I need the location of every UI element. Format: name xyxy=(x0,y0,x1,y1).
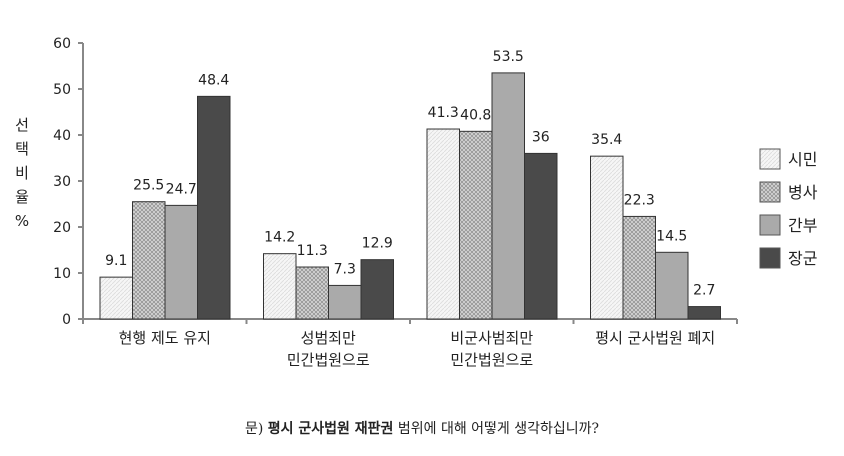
value-label: 40.8 xyxy=(460,107,491,123)
y-tick-label: 60 xyxy=(53,36,71,52)
bar-병사-1 xyxy=(295,266,329,320)
bars xyxy=(99,72,721,320)
value-labels: 9.1 14.2 41.3 35.4 25.5 11.3 40.8 22.3 24.7 7.3 53… xyxy=(105,49,715,299)
y-tick-label: 10 xyxy=(53,266,71,282)
bar-병사-0 xyxy=(132,201,166,320)
legend-label: 시민 xyxy=(788,150,817,169)
bar-시민-1 xyxy=(263,253,297,320)
value-label: 35.4 xyxy=(591,132,622,148)
bar-장군-0 xyxy=(197,95,231,320)
value-label: 25.5 xyxy=(133,178,164,194)
value-label: 12.9 xyxy=(362,236,393,252)
value-label: 41.3 xyxy=(428,105,459,121)
legend-swatch-병사 xyxy=(759,181,781,203)
value-label: 22.3 xyxy=(624,192,655,208)
y-axis-label-char: 택 xyxy=(15,140,29,158)
y-axis-label-char: 율 xyxy=(15,188,29,206)
bar-간부-1 xyxy=(328,284,362,320)
bar-장군-3 xyxy=(687,306,721,320)
caption: 문) 평시 군사법원 재판권 범위에 대해 어떻게 생각하십니까? xyxy=(0,418,844,438)
legend-swatch-간부 xyxy=(759,214,781,236)
bar-시민-0 xyxy=(99,276,133,320)
y-axis-label-char: 선 xyxy=(15,116,29,134)
y-tick-label: 30 xyxy=(53,174,71,190)
value-label: 14.5 xyxy=(656,228,687,244)
y-axis-label-char: % xyxy=(15,212,29,230)
value-label: 11.3 xyxy=(297,243,328,259)
value-label: 2.7 xyxy=(693,283,715,299)
x-category-label: 민간법원으로 xyxy=(450,351,533,369)
bar-장군-1 xyxy=(360,259,394,320)
bar-장군-2 xyxy=(524,152,558,320)
value-label: 24.7 xyxy=(166,181,197,197)
x-category-label: 현행 제도 유지 xyxy=(119,329,211,347)
caption-bold: 평시 군사법원 재판권 xyxy=(267,421,394,437)
value-label: 48.4 xyxy=(198,72,229,88)
x-category-label: 평시 군사법원 폐지 xyxy=(595,329,715,347)
bar-간부-2 xyxy=(491,72,525,320)
x-category-label: 민간법원으로 xyxy=(287,351,370,369)
bar-병사-3 xyxy=(622,215,656,320)
bar-병사-2 xyxy=(459,130,493,320)
legend-label: 간부 xyxy=(788,216,817,235)
legend-label: 장군 xyxy=(788,249,817,268)
x-category-label: 비군사범죄만 xyxy=(450,329,533,347)
legend-swatch-시민 xyxy=(759,148,781,170)
y-tick-label: 50 xyxy=(53,82,71,98)
legend-label: 병사 xyxy=(788,183,818,202)
y-tick-label: 0 xyxy=(62,312,71,328)
value-label: 36 xyxy=(532,129,550,145)
y-axis-label-char: 비 xyxy=(15,164,29,182)
legend-swatch-장군 xyxy=(759,247,781,269)
value-label: 53.5 xyxy=(493,49,524,65)
caption-rest: 범위에 대해 어떻게 생각하십니까? xyxy=(397,421,600,437)
bar-시민-3 xyxy=(590,155,624,320)
bar-간부-3 xyxy=(655,251,689,320)
bar-간부-0 xyxy=(164,204,198,320)
value-label: 7.3 xyxy=(334,261,356,277)
value-label: 14.2 xyxy=(264,230,295,246)
y-tick-label: 20 xyxy=(53,220,71,236)
y-tick-label: 40 xyxy=(53,128,71,144)
bar-시민-2 xyxy=(426,128,460,320)
caption-prefix: 문) xyxy=(244,421,264,437)
x-category-label: 성범죄만 xyxy=(301,329,356,347)
value-label: 9.1 xyxy=(105,253,127,269)
